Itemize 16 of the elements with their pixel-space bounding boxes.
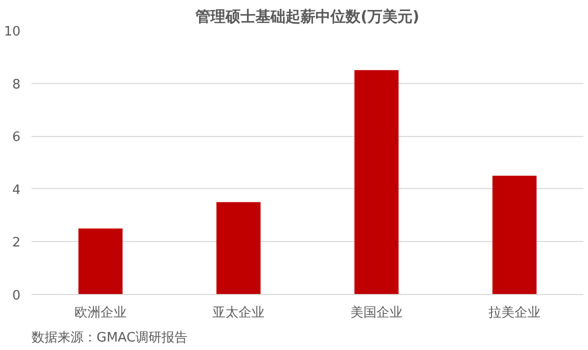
y-tick-label: 0 — [12, 288, 21, 304]
bar — [78, 228, 123, 294]
x-tick-label: 欧洲企业 — [74, 306, 126, 320]
source-note: 数据来源：GMAC调研报告 — [32, 330, 188, 346]
x-tick-label: 亚太企业 — [212, 306, 264, 320]
y-tick-label: 8 — [12, 77, 21, 92]
x-tick-label: 美国企业 — [350, 304, 402, 320]
bar — [492, 176, 537, 294]
x-tick-label: 拉美企业 — [488, 304, 540, 320]
y-tick-label: 6 — [12, 130, 21, 146]
y-tick-label: 4 — [12, 182, 21, 198]
y-tick-label: 10 — [4, 24, 21, 40]
bar — [354, 70, 399, 294]
y-tick-label: 2 — [12, 236, 21, 251]
bar — [216, 202, 261, 294]
chart-title: 管理硕士基础起薪中位数(万美元) — [194, 8, 420, 26]
